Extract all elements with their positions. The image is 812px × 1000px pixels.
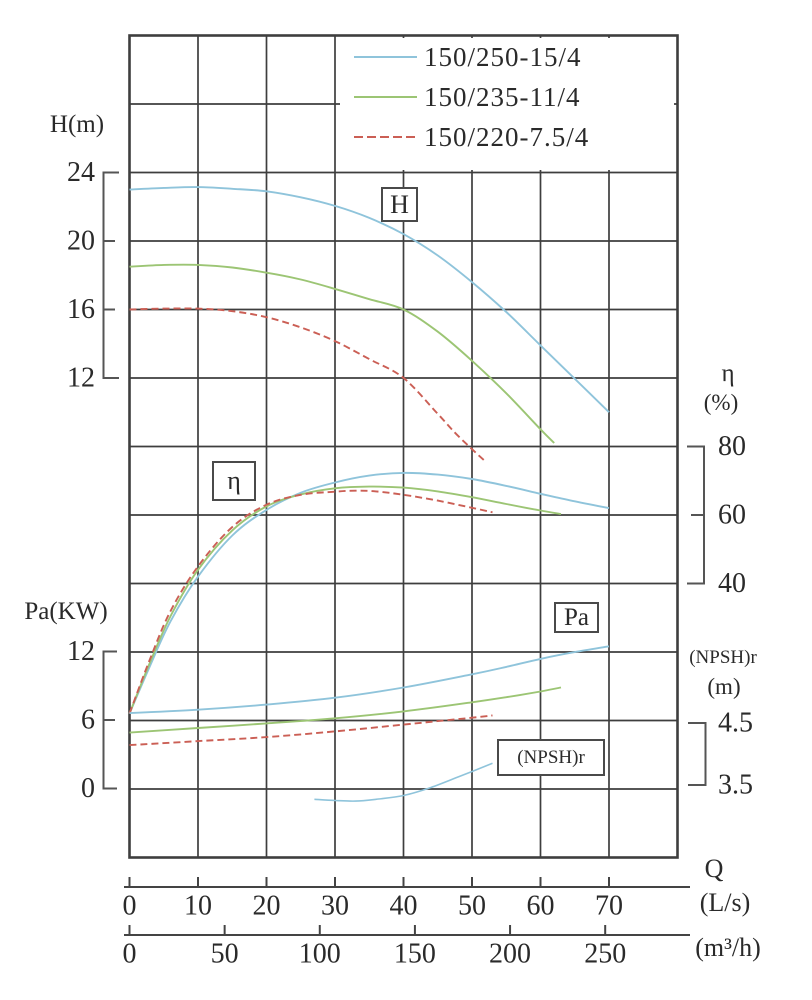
curves-npsh [314, 762, 493, 802]
q-m3h-tick-label: 50 [211, 939, 239, 970]
q-axis-unit-ls: (L/s) [699, 888, 751, 917]
curve-efficiency-150-250-15-4 [128, 471, 610, 714]
curves-efficiency [128, 471, 610, 714]
q-ls-tick-label: 20 [253, 891, 281, 922]
legend-label: 150/250-15/4 [424, 42, 582, 72]
efficiency-tick-label: 60 [718, 500, 746, 531]
plot-frame [128, 34, 679, 859]
q-axis-unit-m3h: (m³/h) [695, 933, 761, 962]
curve-head-150-220-7-5-4 [129, 307, 487, 463]
q-ls-tick-label: 30 [321, 891, 349, 922]
curve-power-150-250-15-4 [129, 645, 610, 715]
legend-mask [340, 38, 674, 170]
efficiency-tick-label: 80 [718, 431, 746, 462]
curve-head-150-250-15-4 [129, 186, 610, 413]
npsh-tick-label: 3.5 [718, 770, 753, 801]
curve-efficiency-150-220-7-5-4 [128, 489, 493, 714]
curve-power-150-220-7-5-4 [129, 714, 493, 747]
power-tick-label: 12 [67, 636, 95, 667]
efficiency-axis-bracket [687, 445, 705, 585]
q-m3h-tick-label: 100 [299, 939, 341, 970]
efficiency-tick-label: 40 [718, 568, 746, 599]
q-ls-tick-label: 10 [184, 891, 212, 922]
npsh-tick-label: 4.5 [718, 708, 753, 739]
curve-efficiency-150-235-11-4 [128, 485, 562, 714]
curve-head-150-235-11-4 [129, 263, 555, 444]
npsh-axis-unit: (m) [707, 674, 741, 699]
legend-label: 150/235-11/4 [424, 82, 581, 112]
q-axis-title: Q [704, 854, 724, 883]
curve-power-150-235-11-4 [129, 686, 562, 734]
head-tick-label: 16 [67, 294, 95, 325]
axis-brackets [102, 171, 707, 790]
head-axis-bracket [102, 171, 119, 379]
npsh-axis-title: (NPSH)r [689, 647, 757, 668]
power-tick-label: 6 [81, 705, 95, 736]
curves-power [129, 645, 610, 747]
head-tick-label: 24 [67, 157, 95, 188]
q-ls-tick-label: 50 [458, 891, 486, 922]
power-tick-label: 0 [81, 773, 95, 804]
q-ls-tick-label: 60 [527, 891, 555, 922]
head-curve-label-box: H [381, 187, 418, 222]
head-tick-label: 12 [67, 362, 95, 393]
q-m3h-tick-label: 150 [394, 939, 436, 970]
power-axis-bracket [102, 650, 117, 790]
head-tick-label: 20 [67, 225, 95, 256]
q-ls-tick-label: 40 [390, 891, 418, 922]
q-ls-tick-label: 70 [595, 891, 623, 922]
efficiency-axis-unit: (%) [703, 390, 739, 415]
legend: 150/250-15/4 150/235-11/4 150/220-7.5/4 [354, 42, 589, 152]
q-m3h-tick-label: 0 [123, 939, 137, 970]
power-curve-label: Pa [564, 603, 589, 631]
npsh-curve-label: (NPSH)r [517, 746, 585, 768]
head-axis-title: H(m) [49, 111, 105, 138]
curves-head [129, 186, 610, 463]
legend-label: 150/220-7.5/4 [424, 122, 589, 152]
q-m3h-tick-label: 200 [489, 939, 531, 970]
npsh-curve-label-box: (NPSH)r [497, 739, 605, 776]
npsh-axis-bracket [688, 722, 707, 786]
q-ls-tick-label: 0 [123, 891, 137, 922]
q-axes [124, 877, 690, 936]
head-curve-label: H [390, 189, 409, 219]
power-axis-title: Pa(KW) [24, 598, 108, 625]
efficiency-curve-label: η [227, 466, 241, 495]
efficiency-curve-label-box: η [212, 461, 256, 501]
power-curve-label-box: Pa [554, 602, 599, 633]
q-m3h-tick-label: 250 [584, 939, 626, 970]
curve-npsh-150-250-15-4 [314, 762, 493, 802]
efficiency-axis-title: η [721, 360, 735, 387]
